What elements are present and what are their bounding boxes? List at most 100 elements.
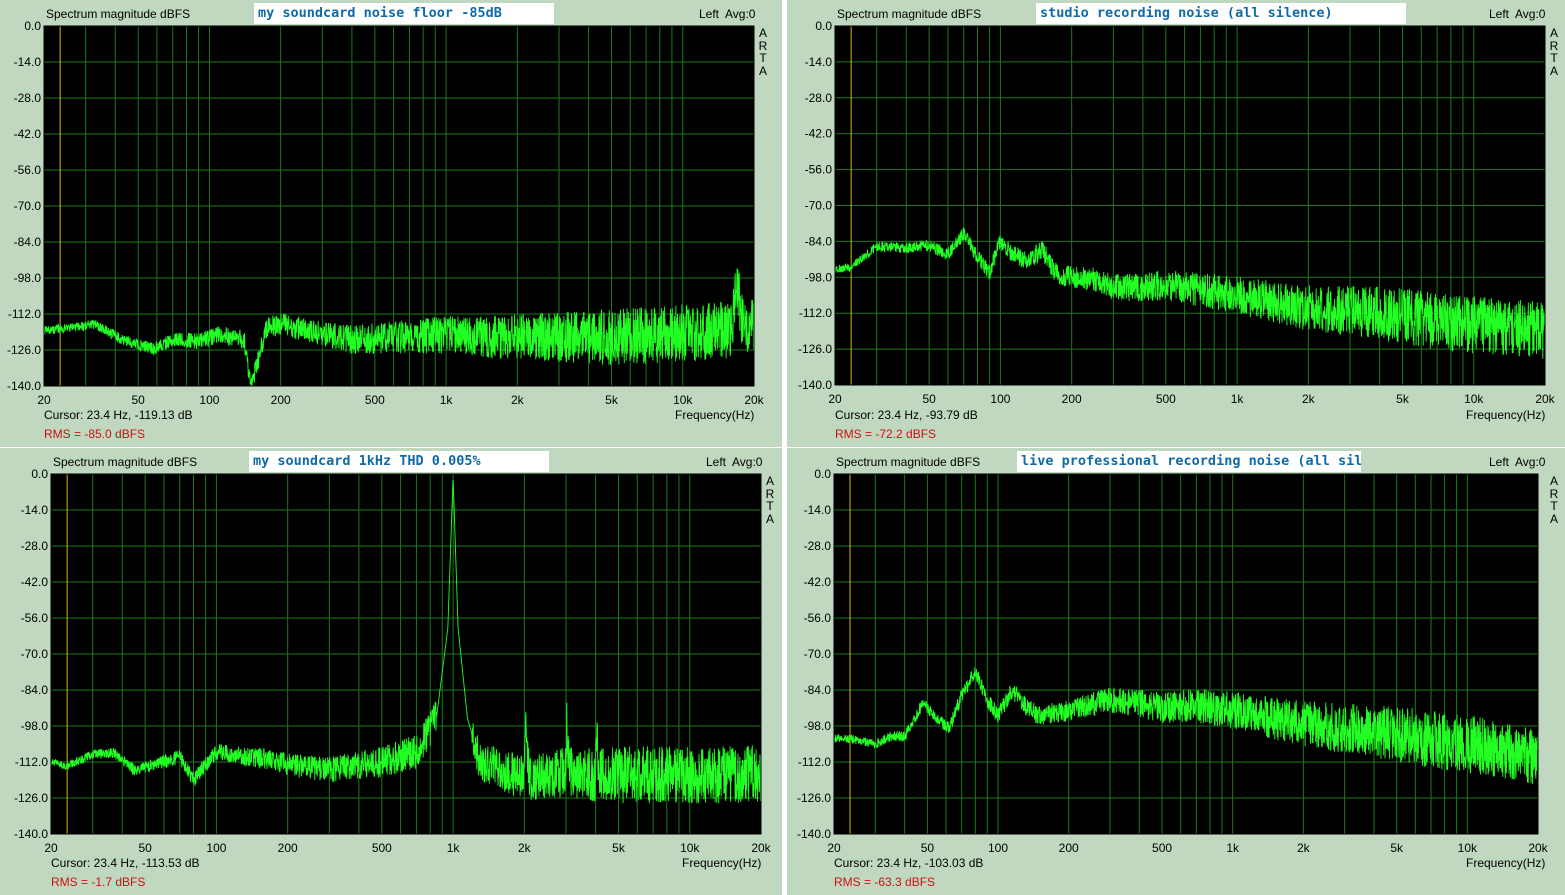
y-tick-label: -14.0 [14,55,42,69]
panel-title: Spectrum magnitude dBFS [837,7,982,21]
brand-letter: A [758,26,767,40]
y-tick-label: -56.0 [14,163,42,177]
panel-annotation: live professional recording noise (all s… [1017,451,1361,472]
spectrum-panel-top-left: Spectrum magnitude dBFS my soundcard noi… [0,0,782,447]
x-tick-label: 500 [1152,841,1172,855]
x-tick-label: 20k [1535,392,1555,406]
channel-status: Left Avg:0 [1489,455,1545,469]
panel-title: Spectrum magnitude dBFS [836,455,981,469]
y-tick-label: -70.0 [21,647,49,661]
x-tick-label: 10k [1464,392,1484,406]
y-tick-label: -70.0 [14,199,42,213]
y-tick-label: 0.0 [815,19,832,33]
x-tick-label: 1k [1231,392,1245,406]
brand-letter: A [758,63,767,78]
panel-title: Spectrum magnitude dBFS [46,7,191,21]
spectrum-panel-bottom-right: Spectrum magnitude dBFS live professiona… [787,448,1565,895]
y-tick-label: 0.0 [814,467,831,481]
x-tick-label: 20 [827,841,841,855]
brand-letter: T [1550,51,1558,65]
x-tick-label: 2k [518,841,532,855]
y-tick-label: -140.0 [14,827,48,841]
x-tick-label: 100 [988,841,1008,855]
plot-frame [833,473,1539,835]
panel-annotation: my soundcard 1kHz THD 0.005% [249,451,549,472]
x-tick-label: 500 [372,841,392,855]
x-tick-label: 20 [37,393,51,407]
x-tick-label: 500 [365,393,385,407]
spectrum-trace [834,227,1546,359]
x-tick-label: 500 [1156,392,1176,406]
arta-brand: A R T A [765,475,775,525]
x-tick-label: 10k [1458,841,1478,855]
x-tick-label: 20k [751,841,771,855]
brand-letter: T [759,51,767,65]
y-tick-label: -126.0 [797,791,831,805]
spectrum-trace [833,667,1539,785]
channel-label: Left [699,7,720,21]
spectrum-panel-bottom-left: Spectrum magnitude dBFS my soundcard 1kH… [0,448,782,895]
cursor-readout: Cursor: 23.4 Hz, -113.53 dB [51,856,200,870]
y-tick-label: -112.0 [798,755,831,769]
brand-letter: A [1549,474,1558,488]
spectrum-trace [50,479,762,804]
y-tick-label: 0.0 [24,19,41,33]
average-count: Avg:0 [1515,7,1546,21]
channel-status: Left Avg:0 [706,455,762,469]
cursor-readout: Cursor: 23.4 Hz, -103.03 dB [834,856,984,870]
x-tick-label: 200 [278,841,298,855]
spectrum-plot[interactable]: 0.0 -14.0 -28.0 -42.0 -56.0 -70.0 -84.0 -98.0 -1… [787,0,1565,447]
arta-brand: A R T A [1549,27,1559,77]
y-tick-label: -140.0 [797,827,831,841]
x-tick-label: 1k [440,393,454,407]
panel-annotation: studio recording noise (all silence) [1036,3,1406,24]
y-tick-label: -42.0 [21,575,49,589]
x-tick-label: 200 [1062,392,1082,406]
x-tick-label: 2k [511,393,525,407]
x-tick-label: 50 [131,393,145,407]
spectrum-plot[interactable]: 0.0 -14.0 -28.0 -42.0 -56.0 -70.0 -84.0 -98.0 -1… [787,448,1565,895]
panel-annotation: my soundcard noise floor -85dB [254,3,554,24]
y-tick-label: -14.0 [805,55,833,69]
x-tick-label: 50 [922,392,936,406]
y-tick-label: -56.0 [21,611,49,625]
y-tick-label: -126.0 [7,343,41,357]
panel-title: Spectrum magnitude dBFS [53,455,198,469]
channel-label: Left [1489,455,1510,469]
brand-letter: R [765,486,775,501]
arta-brand: A R T A [1549,475,1559,525]
rms-readout: RMS = -63.3 dBFS [834,875,936,889]
y-tick-label: -14.0 [804,503,832,517]
rms-readout: RMS = -85.0 dBFS [44,427,146,441]
x-tick-label: 20 [828,392,842,406]
x-tick-label: 100 [206,841,226,855]
brand-letter: R [1549,486,1559,501]
average-count: Avg:0 [732,455,763,469]
y-tick-label: -126.0 [798,342,832,356]
brand-letter: A [1549,26,1558,40]
y-tick-label: -84.0 [805,234,833,248]
y-tick-label: -98.0 [805,270,833,284]
y-tick-label: -112.0 [799,306,832,320]
y-tick-label: -140.0 [798,378,832,392]
rms-readout: RMS = -1.7 dBFS [51,875,146,889]
x-tick-label: 5k [612,841,626,855]
plot-frame [834,25,1546,386]
x-tick-label: 5k [1396,392,1410,406]
channel-status: Left Avg:0 [1489,7,1545,21]
y-tick-label: -84.0 [804,683,832,697]
y-tick-label: -112.0 [8,307,41,321]
spectrum-panel-top-right: Spectrum magnitude dBFS studio recording… [787,0,1565,447]
x-tick-label: 20k [744,393,764,407]
x-tick-label: 20 [44,841,58,855]
x-axis-label: Frequency(Hz) [1466,408,1546,422]
y-tick-label: -42.0 [804,575,832,589]
x-axis-label: Frequency(Hz) [1466,856,1546,870]
spectrum-plot[interactable]: 0.0 -14.0 -28.0 -42.0 -56.0 -70.0 -84.0 -98.0 -1… [0,448,782,895]
y-tick-label: -98.0 [21,719,49,733]
x-tick-label: 2k [1302,392,1316,406]
y-tick-label: 0.0 [31,467,48,481]
spectrum-plot[interactable]: 0.0 -14.0 -28.0 -42.0 -56.0 -70.0 -84.0 -98.0 -1… [0,0,782,447]
x-tick-label: 50 [138,841,152,855]
y-tick-label: -70.0 [804,647,832,661]
